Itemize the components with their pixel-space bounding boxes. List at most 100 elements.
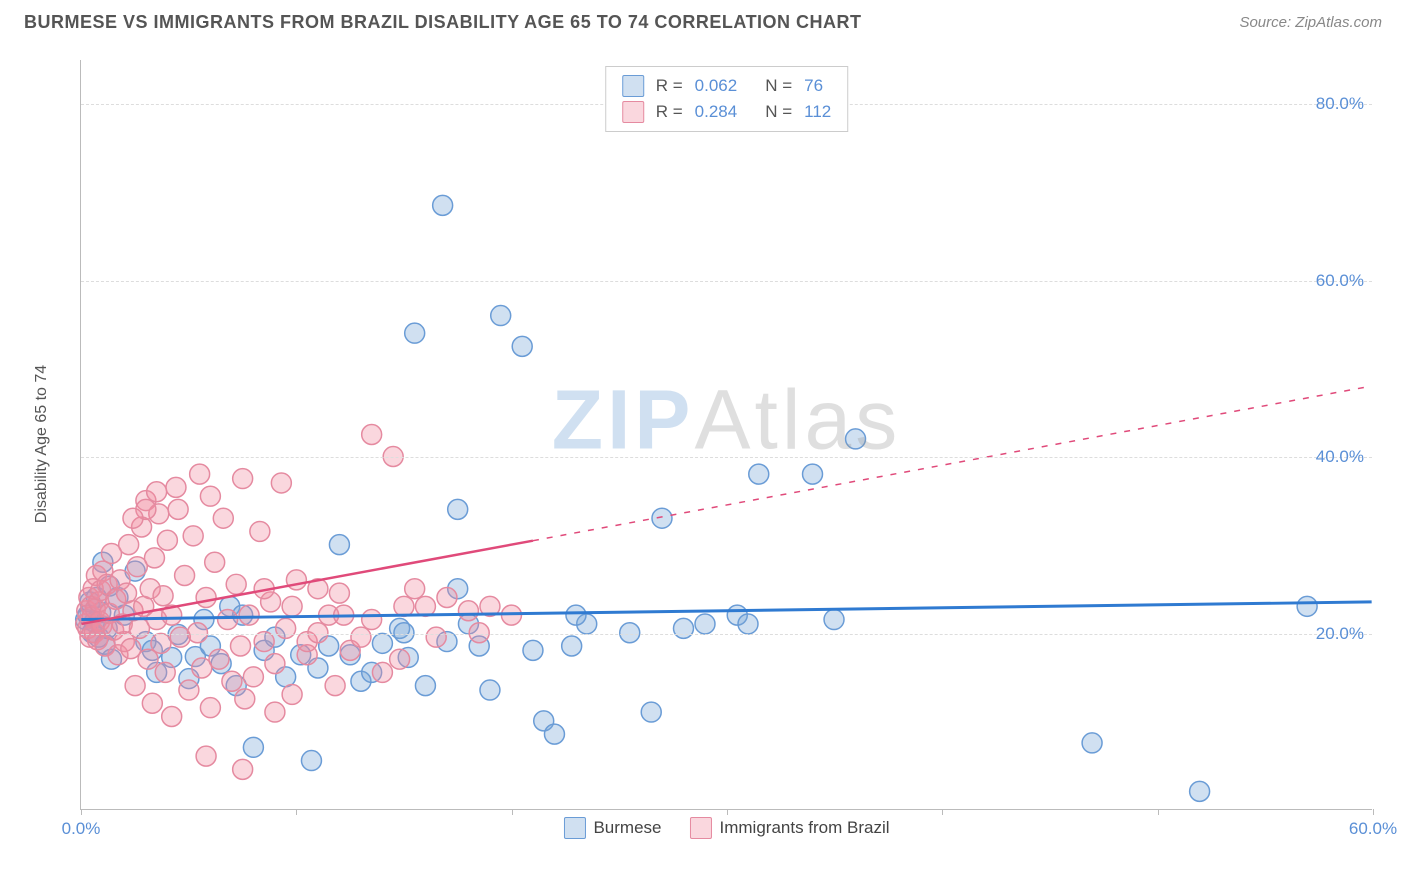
scatter-point-brazil: [157, 530, 177, 550]
y-axis-title: Disability Age 65 to 74: [33, 365, 51, 523]
legend-n-label: N =: [765, 76, 792, 96]
scatter-point-brazil: [394, 596, 414, 616]
scatter-point-brazil: [286, 570, 306, 590]
chart-header: BURMESE VS IMMIGRANTS FROM BRAZIL DISABI…: [0, 0, 1406, 41]
legend-n-value: 112: [804, 102, 831, 122]
legend-r-label: R =: [656, 102, 683, 122]
scatter-point-brazil: [282, 596, 302, 616]
scatter-point-burmese: [480, 680, 500, 700]
legend-r-label: R =: [656, 76, 683, 96]
chart-source: Source: ZipAtlas.com: [1239, 14, 1382, 31]
legend-n-value: 76: [804, 76, 823, 96]
scatter-point-brazil: [205, 552, 225, 572]
plot-area: ZIPAtlas R =0.062N =76R =0.284N =112 Bur…: [80, 60, 1372, 810]
x-tick: [1373, 809, 1374, 815]
scatter-point-brazil: [168, 499, 188, 519]
scatter-point-brazil: [200, 698, 220, 718]
scatter-point-burmese: [433, 195, 453, 215]
scatter-point-brazil: [190, 464, 210, 484]
legend-series-item: Immigrants from Brazil: [690, 817, 890, 839]
scatter-point-brazil: [155, 662, 175, 682]
scatter-point-brazil: [147, 482, 167, 502]
scatter-point-burmese: [1082, 733, 1102, 753]
scatter-point-brazil: [351, 627, 371, 647]
scatter-point-burmese: [1190, 781, 1210, 801]
scatter-point-burmese: [544, 724, 564, 744]
scatter-point-brazil: [200, 486, 220, 506]
y-tick-label: 20.0%: [1316, 624, 1364, 644]
legend-swatch: [690, 817, 712, 839]
scatter-point-brazil: [243, 667, 263, 687]
scatter-point-brazil: [426, 627, 446, 647]
x-tick-label: 60.0%: [1349, 819, 1397, 839]
gridline-h: [81, 634, 1372, 635]
chart-title: BURMESE VS IMMIGRANTS FROM BRAZIL DISABI…: [24, 12, 862, 33]
scatter-point-burmese: [301, 751, 321, 771]
scatter-point-burmese: [243, 737, 263, 757]
scatter-svg: [81, 60, 1372, 809]
scatter-point-brazil: [183, 526, 203, 546]
legend-correlation: R = 0.062 N = 76 R = 0.284 N = 112: [605, 66, 849, 132]
legend-series: Burmese Immigrants from Brazil: [563, 817, 889, 839]
scatter-point-brazil: [222, 671, 242, 691]
legend-r-value: 0.284: [695, 102, 738, 122]
scatter-point-brazil: [282, 684, 302, 704]
scatter-point-brazil: [231, 636, 251, 656]
scatter-point-brazil: [325, 676, 345, 696]
scatter-point-burmese: [738, 614, 758, 634]
legend-correlation-row: R = 0.062 N = 76: [622, 73, 832, 99]
legend-n-label: N =: [765, 102, 792, 122]
scatter-point-burmese: [566, 605, 586, 625]
scatter-point-brazil: [226, 574, 246, 594]
scatter-point-brazil: [144, 548, 164, 568]
scatter-point-burmese: [824, 610, 844, 630]
scatter-point-brazil: [390, 649, 410, 669]
regression-dashed-brazil: [533, 386, 1372, 541]
scatter-point-brazil: [175, 566, 195, 586]
scatter-point-brazil: [372, 662, 392, 682]
x-tick: [296, 809, 297, 815]
scatter-point-brazil: [121, 639, 141, 659]
x-tick: [81, 809, 82, 815]
scatter-point-brazil: [362, 610, 382, 630]
scatter-point-brazil: [196, 746, 216, 766]
x-tick: [1158, 809, 1159, 815]
legend-correlation-row: R = 0.284 N = 112: [622, 99, 832, 125]
scatter-point-burmese: [415, 676, 435, 696]
legend-series-item: Burmese: [563, 817, 661, 839]
scatter-point-brazil: [271, 473, 291, 493]
legend-swatch: [563, 817, 585, 839]
scatter-point-burmese: [1297, 596, 1317, 616]
scatter-point-burmese: [652, 508, 672, 528]
scatter-point-brazil: [250, 521, 270, 541]
scatter-point-burmese: [749, 464, 769, 484]
scatter-point-brazil: [233, 469, 253, 489]
scatter-point-burmese: [491, 306, 511, 326]
scatter-point-brazil: [153, 586, 173, 606]
scatter-point-burmese: [523, 640, 543, 660]
legend-r-value: 0.062: [695, 76, 738, 96]
legend-swatch: [622, 75, 644, 97]
scatter-point-brazil: [233, 759, 253, 779]
y-tick-label: 60.0%: [1316, 271, 1364, 291]
legend-swatch: [622, 101, 644, 123]
scatter-point-burmese: [674, 618, 694, 638]
scatter-point-brazil: [265, 702, 285, 722]
scatter-point-burmese: [803, 464, 823, 484]
scatter-point-brazil: [235, 689, 255, 709]
scatter-point-burmese: [405, 323, 425, 343]
x-tick: [727, 809, 728, 815]
chart-container: Disability Age 65 to 74 ZIPAtlas R =0.06…: [52, 60, 1372, 810]
scatter-point-brazil: [218, 610, 238, 630]
scatter-point-burmese: [329, 535, 349, 555]
scatter-point-brazil: [179, 680, 199, 700]
scatter-point-burmese: [448, 499, 468, 519]
x-tick: [942, 809, 943, 815]
scatter-point-brazil: [196, 588, 216, 608]
scatter-point-brazil: [209, 649, 229, 669]
scatter-point-brazil: [276, 618, 296, 638]
legend-series-label: Immigrants from Brazil: [720, 818, 890, 838]
scatter-point-brazil: [265, 654, 285, 674]
scatter-point-burmese: [562, 636, 582, 656]
scatter-point-brazil: [151, 633, 171, 653]
